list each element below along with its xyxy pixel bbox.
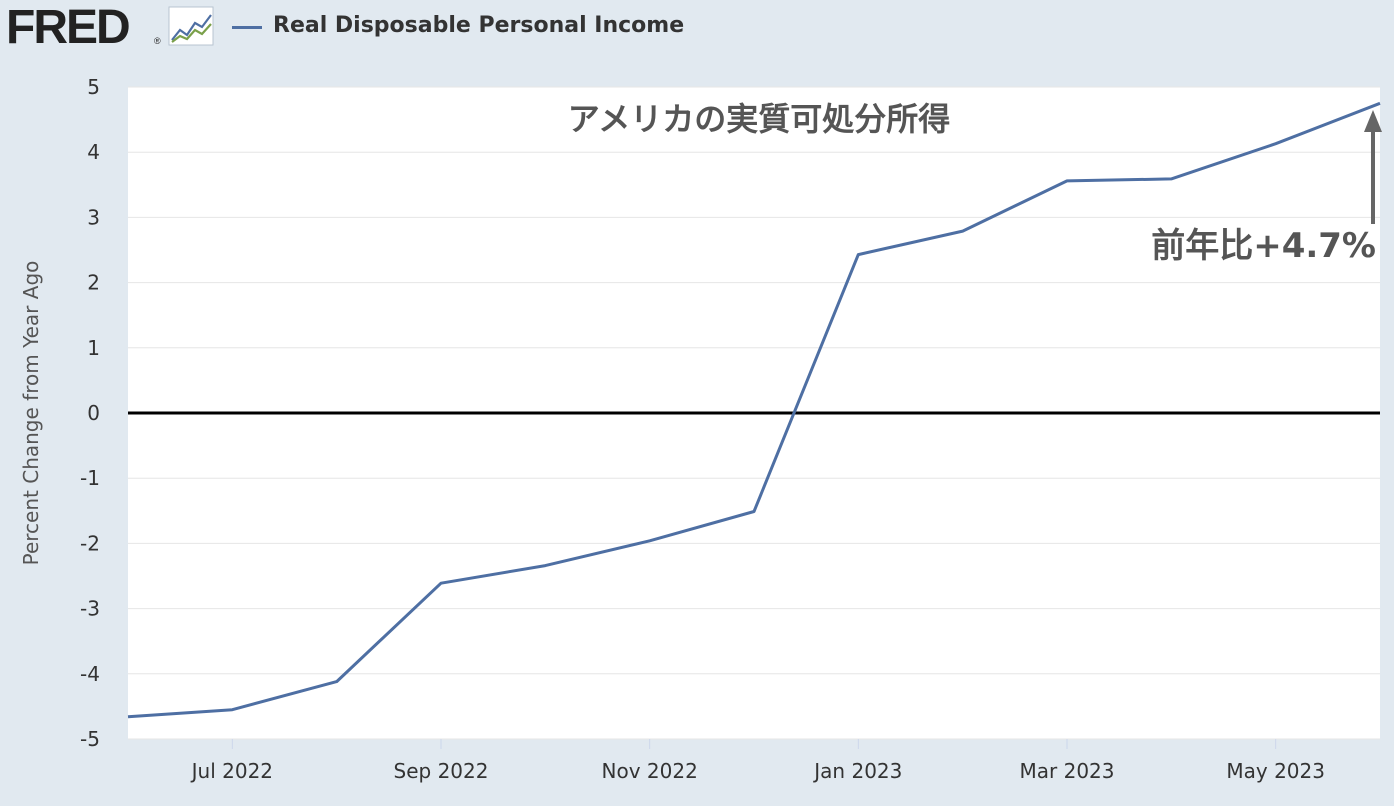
- x-axis-ticks: Jul 2022 Sep 2022 Nov 2022 Jan 2023 Mar 2023…: [190, 739, 1325, 783]
- legend-label[interactable]: Real Disposable Personal Income: [273, 13, 685, 38]
- y-axis-ticks: 5 4 3 2 1 0 -1 -2 -3 -4 -5: [80, 75, 100, 751]
- x-tick-label: Jan 2023: [812, 759, 902, 783]
- x-tick-label: Mar 2023: [1020, 759, 1115, 783]
- yoy-annotation: 前年比+4.7%: [1151, 226, 1376, 266]
- y-tick-label: 3: [87, 205, 100, 229]
- fred-chart-icon: [168, 6, 214, 46]
- y-tick-label: 0: [87, 401, 100, 425]
- y-tick-label: 5: [87, 75, 100, 99]
- data-point[interactable]: [644, 535, 656, 547]
- data-point[interactable]: [1374, 97, 1386, 109]
- y-tick-label: -1: [80, 466, 100, 490]
- data-point[interactable]: [748, 505, 760, 517]
- y-tick-label: -4: [80, 662, 100, 686]
- chart-title: アメリカの実質可処分所得: [568, 100, 950, 138]
- data-point[interactable]: [331, 676, 343, 688]
- y-tick-label: -5: [80, 727, 100, 751]
- x-tick-label: Sep 2022: [394, 759, 489, 783]
- data-point[interactable]: [1165, 173, 1177, 185]
- chart-header: FRED ® Real Disposable Personal Income: [0, 0, 1394, 56]
- y-tick-label: 1: [87, 336, 100, 360]
- series-line[interactable]: [127, 101, 1381, 719]
- y-tick-label: 4: [87, 140, 100, 164]
- y-axis-title: Percent Change from Year Ago: [19, 261, 43, 566]
- data-point[interactable]: [539, 560, 551, 572]
- data-point[interactable]: [957, 225, 969, 237]
- x-tick-label: Nov 2022: [602, 759, 698, 783]
- data-point[interactable]: [226, 704, 238, 716]
- data-point[interactable]: [1061, 175, 1073, 187]
- data-point[interactable]: [435, 577, 447, 589]
- x-tick-label: Jul 2022: [190, 759, 273, 783]
- y-tick-label: -3: [80, 597, 100, 621]
- annotation-arrow: [1364, 110, 1382, 224]
- data-point[interactable]: [122, 711, 134, 723]
- x-tick-label: May 2023: [1226, 759, 1325, 783]
- y-tick-label: -2: [80, 531, 100, 555]
- y-tick-label: 2: [87, 271, 100, 295]
- registered-mark: ®: [154, 36, 161, 46]
- legend-line-swatch: [232, 26, 262, 29]
- data-point[interactable]: [1270, 138, 1282, 150]
- data-point[interactable]: [852, 249, 864, 261]
- fred-logo[interactable]: FRED: [6, 1, 131, 54]
- series-group: [122, 97, 1386, 723]
